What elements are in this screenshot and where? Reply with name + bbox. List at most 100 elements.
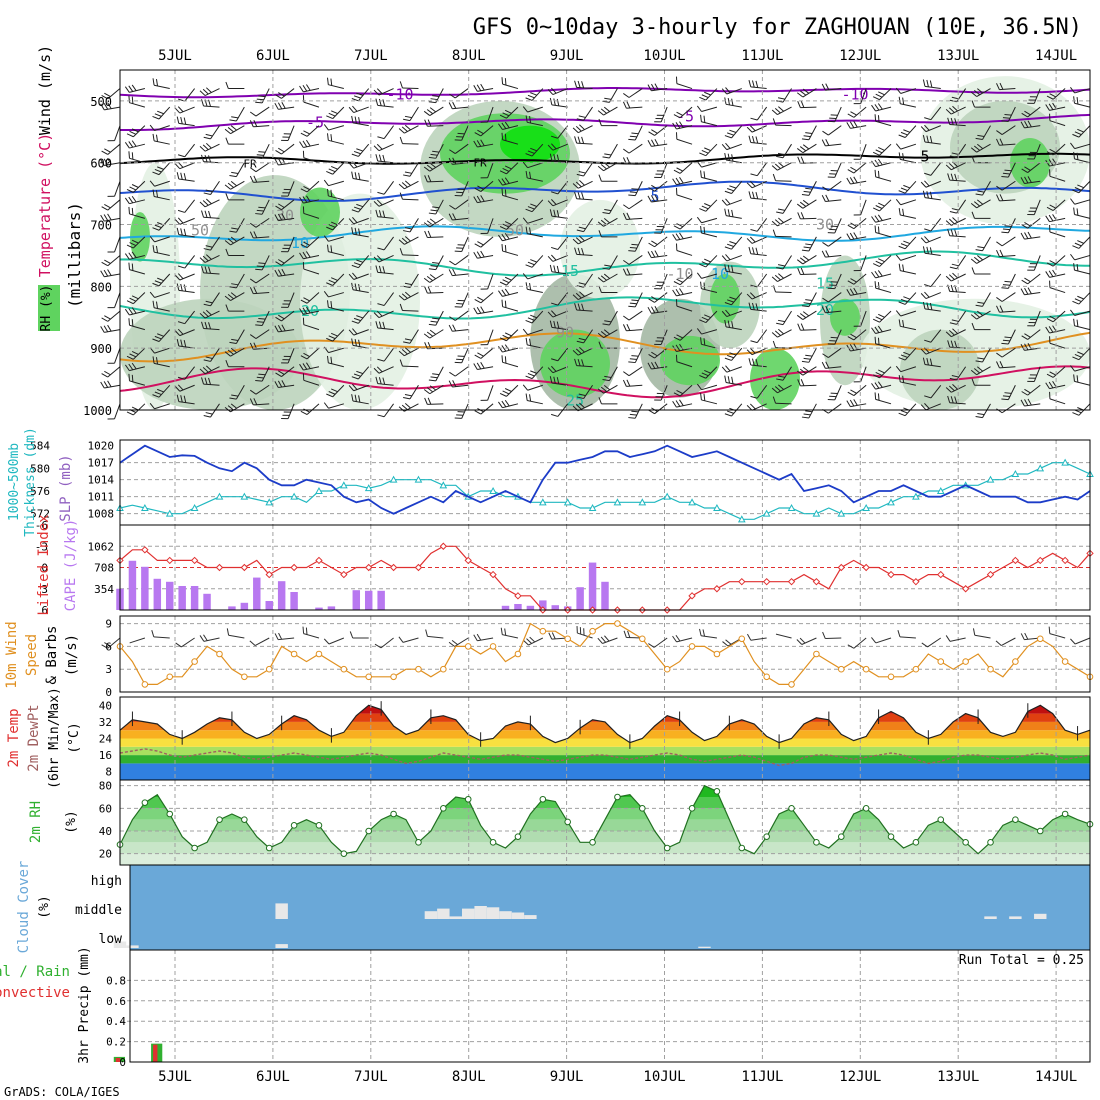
surface-wind-barb xyxy=(1049,633,1066,639)
wind-barb xyxy=(353,95,361,99)
wind-barb xyxy=(152,171,160,176)
wind-barb xyxy=(576,198,593,201)
wind-barb xyxy=(409,273,419,288)
wind-barb xyxy=(701,106,718,112)
wind-barb xyxy=(231,338,239,341)
wind-barb xyxy=(502,223,510,228)
wind-barb xyxy=(648,298,655,303)
wind-barb xyxy=(487,106,494,123)
surface-wind-barb xyxy=(254,637,270,646)
rh-marker xyxy=(365,827,373,835)
lifted-index-label: Lifted Index xyxy=(36,514,52,615)
wind-speed-marker xyxy=(589,627,596,635)
wind-barb xyxy=(1049,217,1066,223)
wind-barb xyxy=(872,96,880,101)
wind-barb xyxy=(129,297,137,302)
wind-barb xyxy=(230,292,237,298)
wind-barb xyxy=(648,409,655,415)
rh-tick: 20 xyxy=(99,848,112,861)
wind-barb xyxy=(378,377,382,385)
wind-barb xyxy=(177,321,185,325)
wind-barb xyxy=(949,155,957,158)
wind-barb xyxy=(249,398,254,406)
surface-wind-barb xyxy=(750,637,767,641)
wind-barb xyxy=(358,143,370,157)
wind-barb xyxy=(774,274,781,281)
wind-barb xyxy=(731,154,734,162)
wind-barb xyxy=(672,289,677,297)
date-label-top: 13JUL xyxy=(937,48,979,64)
surface-wind-barb xyxy=(203,637,220,642)
wind-barb xyxy=(131,251,137,258)
wind-barb xyxy=(821,83,826,91)
wind-barb xyxy=(575,292,582,299)
wind-barb xyxy=(230,236,237,242)
rh-shade-area xyxy=(900,329,980,410)
wind-barb xyxy=(729,296,737,300)
wind-barb xyxy=(404,236,411,242)
wind-barb xyxy=(771,387,778,394)
wind-barb xyxy=(328,347,344,354)
wind-barb xyxy=(227,182,234,188)
wind-barb xyxy=(748,358,752,366)
wind-barb xyxy=(157,166,164,170)
wind-barb xyxy=(149,402,155,410)
li-tick: 0 xyxy=(41,562,48,575)
wind-barb xyxy=(878,369,885,374)
panel-border xyxy=(119,524,1091,611)
wind-barb xyxy=(225,248,229,256)
wind-barb xyxy=(128,262,130,270)
wind-barb xyxy=(860,310,867,327)
rh-marker xyxy=(166,810,174,818)
wind-barb xyxy=(126,188,134,193)
wind-barb xyxy=(572,294,579,300)
wind-barb xyxy=(403,118,411,122)
cape-bar xyxy=(203,593,211,610)
surface-wind-barb xyxy=(799,637,806,644)
wind-barb xyxy=(427,230,432,238)
wind-barb xyxy=(432,150,440,153)
wind-barb xyxy=(287,236,295,252)
wind-barb xyxy=(504,221,512,226)
wind-barb xyxy=(256,321,264,323)
date-label-bottom: 11JUL xyxy=(741,1069,783,1085)
cloud-label-2: (%) xyxy=(37,895,52,918)
wind-barb xyxy=(306,236,320,248)
wind-barb xyxy=(821,306,826,313)
wind-barb xyxy=(351,320,359,324)
wind-barb xyxy=(1049,342,1066,349)
wind-barb xyxy=(850,180,867,185)
wind-barb xyxy=(724,246,732,250)
wind-speed-marker xyxy=(290,650,298,658)
wind-barb xyxy=(676,83,693,90)
wind-barb xyxy=(326,226,333,231)
wind-barb xyxy=(872,263,880,268)
wind-barb xyxy=(802,366,810,372)
wind-barb xyxy=(302,196,308,203)
cloud-label-1: Cloud Cover xyxy=(16,861,32,954)
wind-barb xyxy=(506,273,519,286)
wind-barb xyxy=(999,305,1004,313)
wind-barb xyxy=(426,275,434,282)
wind-barb xyxy=(429,162,444,172)
wind-barb xyxy=(303,157,320,164)
wind-barb xyxy=(751,403,767,411)
wind-barb xyxy=(525,226,528,234)
cloud-middle-bar xyxy=(424,911,438,919)
wind-barb xyxy=(330,134,333,142)
wind-barb xyxy=(154,403,170,410)
wind-barb xyxy=(1007,162,1016,178)
wind-barb xyxy=(103,158,109,166)
wind-barb xyxy=(800,273,817,276)
wind-barb xyxy=(676,250,693,256)
rh-marker xyxy=(1036,827,1044,835)
wind-barb xyxy=(634,347,643,363)
wind-barb xyxy=(900,214,917,219)
wind-barb xyxy=(874,215,880,222)
wind-barb xyxy=(1001,292,1016,302)
wind-barb xyxy=(950,117,954,125)
wind-barb xyxy=(499,281,507,286)
wind-barb xyxy=(699,263,707,268)
surface-wind-barb xyxy=(526,638,532,644)
wind-barb xyxy=(800,384,817,387)
